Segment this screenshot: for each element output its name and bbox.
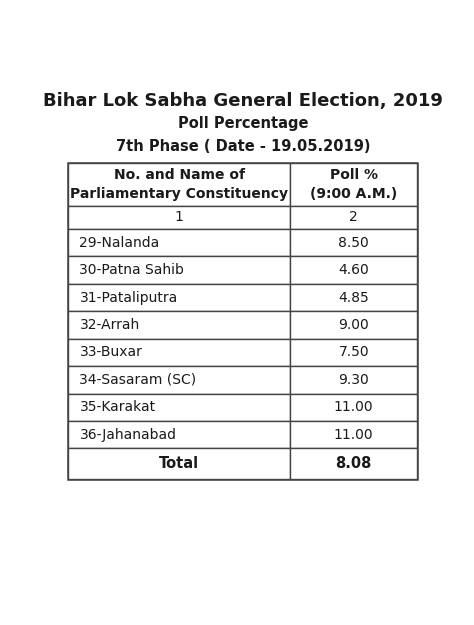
Text: 9.00: 9.00 <box>338 318 369 332</box>
Bar <box>290 421 418 449</box>
Text: 4.85: 4.85 <box>338 291 369 304</box>
Text: Total: Total <box>159 456 199 471</box>
Text: 33-Buxar: 33-Buxar <box>80 346 142 359</box>
Bar <box>68 366 290 394</box>
Text: 11.00: 11.00 <box>334 428 374 442</box>
Bar <box>68 449 290 479</box>
Bar <box>68 256 290 284</box>
Bar <box>68 394 290 421</box>
Bar <box>68 311 290 339</box>
Text: Bihar Lok Sabha General Election, 2019: Bihar Lok Sabha General Election, 2019 <box>43 92 443 110</box>
Bar <box>290 229 418 256</box>
Bar <box>290 162 418 206</box>
Bar <box>290 284 418 311</box>
Text: 31-Pataliputra: 31-Pataliputra <box>80 291 178 304</box>
Text: 2: 2 <box>349 211 358 224</box>
Bar <box>290 366 418 394</box>
Bar <box>68 421 290 449</box>
Text: Poll Percentage: Poll Percentage <box>178 116 308 131</box>
Text: 7.50: 7.50 <box>338 346 369 359</box>
Text: Poll %: Poll % <box>330 168 378 182</box>
Text: 30-Patna Sahib: 30-Patna Sahib <box>80 263 184 277</box>
Bar <box>290 339 418 366</box>
Bar <box>68 284 290 311</box>
Bar <box>290 449 418 479</box>
Text: 34-Sasaram (SC): 34-Sasaram (SC) <box>80 373 197 387</box>
Bar <box>290 311 418 339</box>
Text: 4.60: 4.60 <box>338 263 369 277</box>
Text: 29-Nalanda: 29-Nalanda <box>80 236 160 250</box>
Text: 7th Phase ( Date - 19.05.2019): 7th Phase ( Date - 19.05.2019) <box>116 139 370 154</box>
Text: 1: 1 <box>175 211 183 224</box>
Text: 35-Karakat: 35-Karakat <box>80 400 155 414</box>
Bar <box>68 206 290 229</box>
Bar <box>290 256 418 284</box>
Text: 32-Arrah: 32-Arrah <box>80 318 140 332</box>
Bar <box>68 229 290 256</box>
Bar <box>290 394 418 421</box>
Bar <box>68 339 290 366</box>
Text: 11.00: 11.00 <box>334 400 374 414</box>
Text: 9.30: 9.30 <box>338 373 369 387</box>
Bar <box>68 162 418 479</box>
Bar <box>68 162 290 206</box>
Text: 8.08: 8.08 <box>336 456 372 471</box>
Text: 36-Jahanabad: 36-Jahanabad <box>80 428 176 442</box>
Text: 8.50: 8.50 <box>338 236 369 250</box>
Bar <box>290 206 418 229</box>
Text: (9:00 A.M.): (9:00 A.M.) <box>310 187 397 201</box>
Text: Parliamentary Constituency: Parliamentary Constituency <box>70 187 288 201</box>
Text: No. and Name of: No. and Name of <box>114 168 245 182</box>
